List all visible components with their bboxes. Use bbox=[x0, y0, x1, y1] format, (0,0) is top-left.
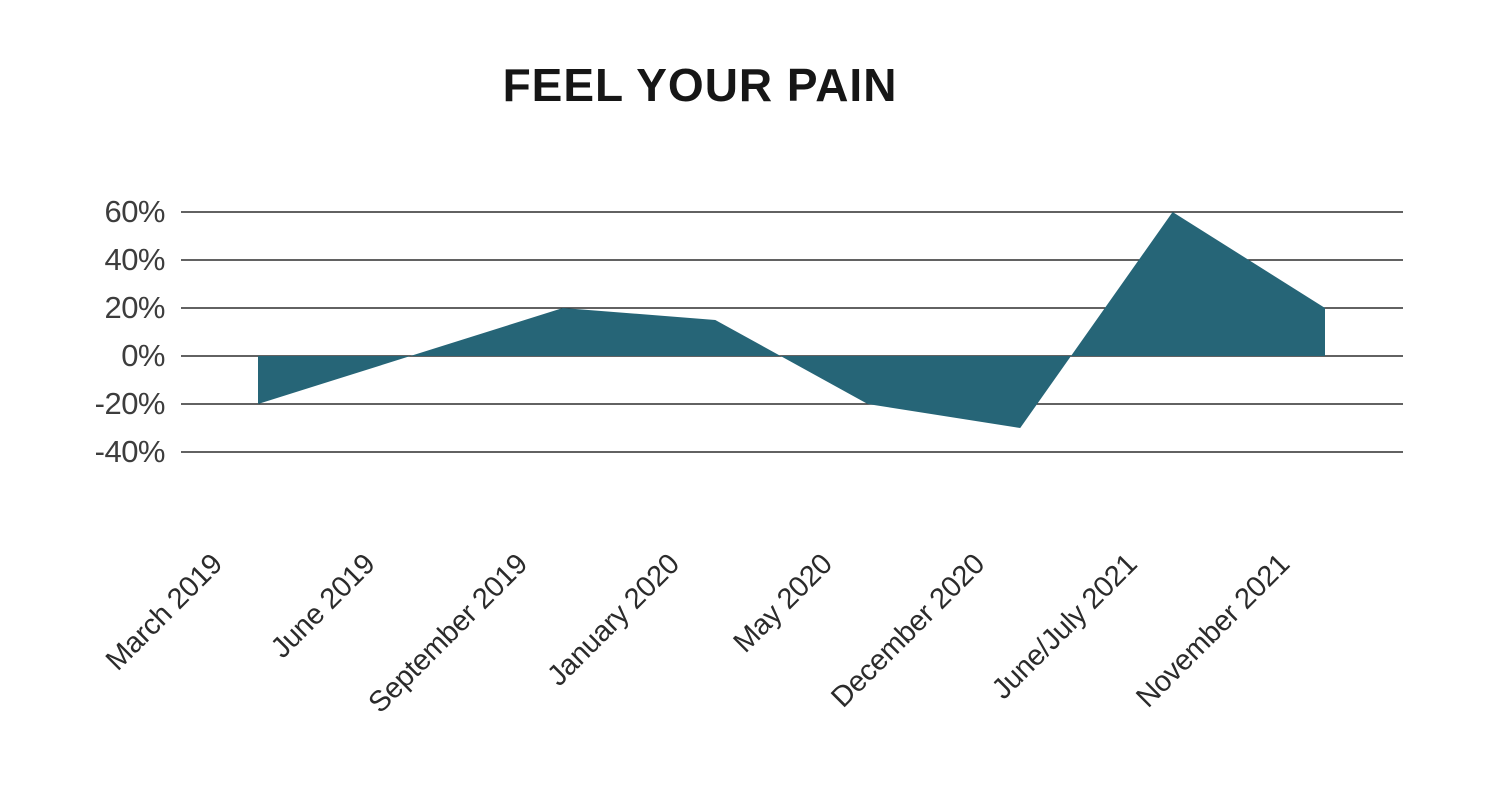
y-axis-tick-label: 20% bbox=[104, 290, 165, 325]
y-axis-tick-label: -40% bbox=[94, 434, 166, 469]
y-axis-tick-label: -20% bbox=[94, 386, 166, 421]
chart-title: FEEL YOUR PAIN bbox=[502, 59, 898, 111]
y-axis-tick-label: 40% bbox=[104, 242, 165, 277]
area-series bbox=[258, 212, 1325, 428]
y-axis-tick-label: 0% bbox=[121, 338, 165, 373]
y-axis-tick-label: 60% bbox=[104, 194, 165, 229]
